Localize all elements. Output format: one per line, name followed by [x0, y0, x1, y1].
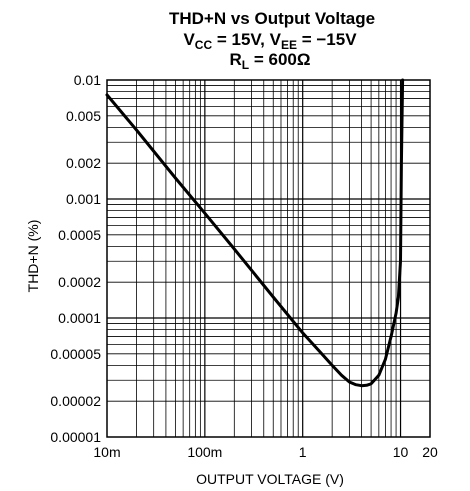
x-tick-label: 10	[393, 444, 409, 460]
x-tick-label: 20	[422, 444, 438, 460]
x-axis-label: OUTPUT VOLTAGE (V)	[196, 471, 344, 487]
vcc-value: = 15V,	[212, 30, 270, 49]
vcc-subscript: CC	[195, 38, 213, 52]
vee-symbol: V	[270, 30, 282, 49]
rl-subscript: L	[242, 58, 249, 72]
y-axis-label: THD+N (%)	[25, 220, 41, 293]
x-tick-label: 10m	[93, 444, 120, 460]
rl-symbol: R	[230, 50, 242, 69]
y-tick-label: 0.0005	[58, 227, 101, 243]
vcc-symbol: V	[183, 30, 195, 49]
vee-subscript: EE	[281, 38, 297, 52]
y-tick-label: 0.00005	[50, 346, 101, 362]
thdn-curve	[105, 78, 405, 388]
y-tick-label: 0.002	[66, 155, 101, 171]
x-tick-label: 1	[299, 444, 307, 460]
y-tick-label: 0.00001	[50, 429, 101, 445]
y-tick-label: 0.00002	[50, 393, 101, 409]
y-tick-label: 0.0001	[58, 310, 101, 326]
x-tick-label: 100m	[187, 444, 222, 460]
y-tick-label: 0.001	[66, 191, 101, 207]
chart-title-line-3: RL = 600Ω	[230, 50, 311, 72]
y-tick-label: 0.0002	[58, 274, 101, 290]
chart-title-line-1: THD+N vs Output Voltage	[169, 9, 375, 28]
plot-frame	[106, 79, 431, 438]
y-tick-label: 0.01	[74, 72, 101, 88]
vee-value: = −15V	[297, 30, 357, 49]
chart-title-line-2: VCC = 15V, VEE = −15V	[183, 30, 357, 52]
rl-value: = 600Ω	[249, 50, 310, 69]
y-tick-label: 0.005	[66, 108, 101, 124]
plot-area: 0.01 0.005 0.002 0.001 0.0005 0.0002 0.0001 0.0…	[50, 72, 438, 460]
